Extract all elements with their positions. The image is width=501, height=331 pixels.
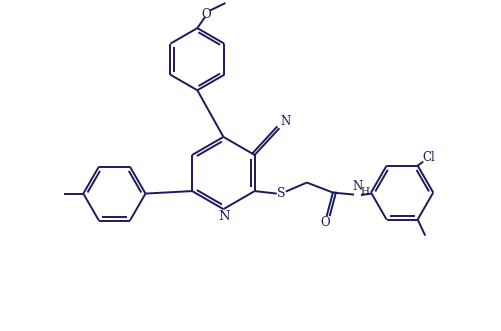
Text: N: N xyxy=(280,116,290,128)
Text: O: O xyxy=(320,216,330,229)
Text: H: H xyxy=(359,187,368,196)
Text: N: N xyxy=(218,210,230,223)
Text: S: S xyxy=(276,187,285,200)
Text: N: N xyxy=(352,180,362,193)
Text: O: O xyxy=(201,8,211,21)
Text: Cl: Cl xyxy=(421,151,434,164)
